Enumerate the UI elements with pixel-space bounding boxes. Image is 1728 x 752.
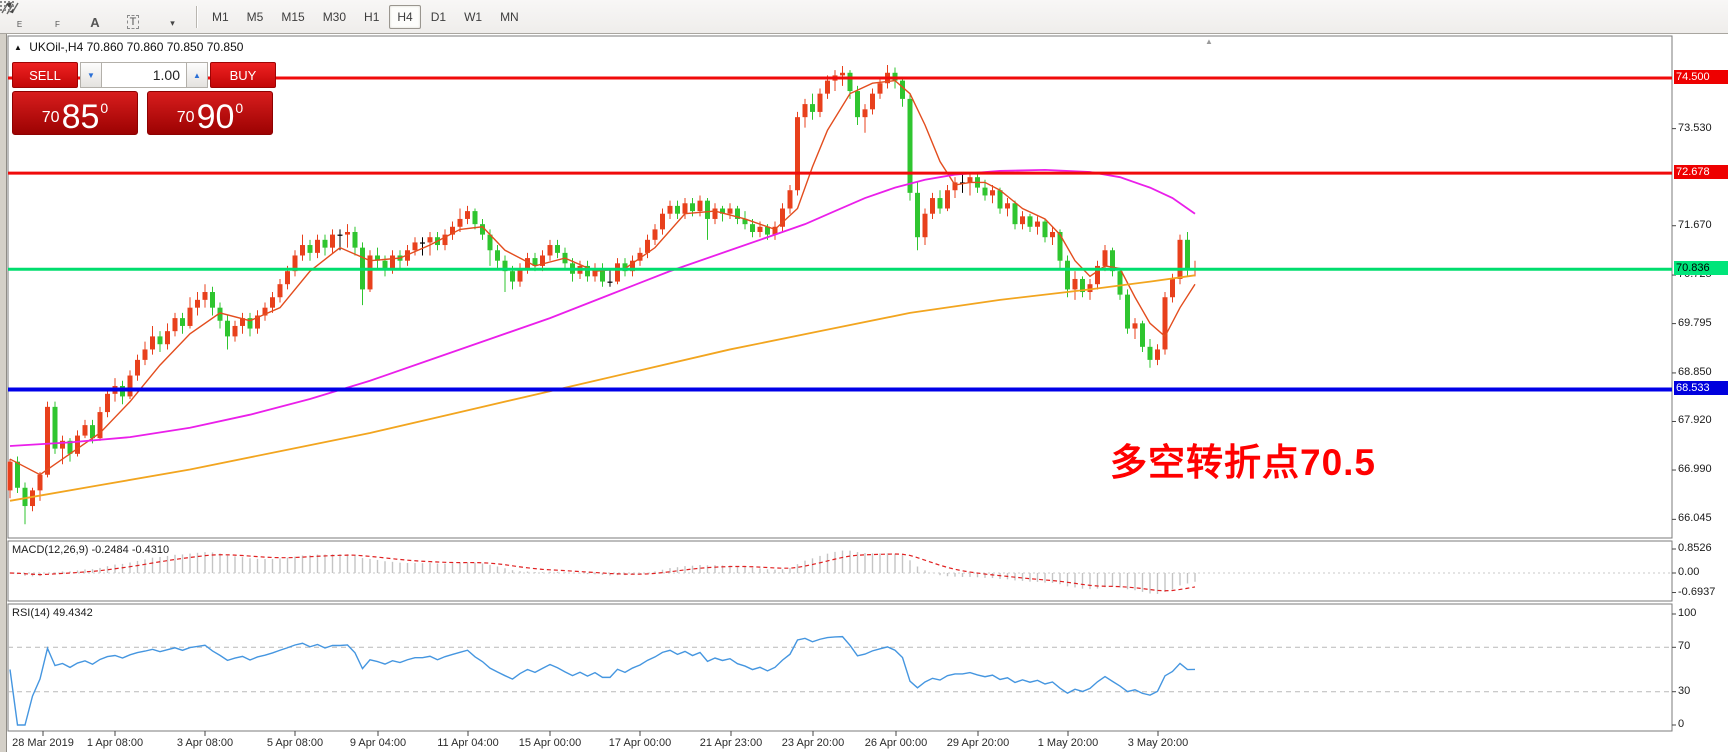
dropdown-caret-icon: ▾ <box>170 17 175 28</box>
window-left-edge <box>0 34 7 752</box>
price-level-badge: 70.836 <box>1674 261 1728 276</box>
time-axis-label: 26 Apr 00:00 <box>864 737 928 749</box>
timeframe-w1-button[interactable]: W1 <box>464 9 483 24</box>
ask-big-digits: 90 <box>196 98 235 136</box>
timeframe-m1-button[interactable]: M1 <box>212 9 229 24</box>
sell-button[interactable]: SELL <box>12 62 78 88</box>
time-axis-label: 5 Apr 08:00 <box>266 737 324 749</box>
toolbar-separator <box>196 5 197 28</box>
macd-label: MACD(12,26,9) -0.2484 -0.4310 <box>12 544 170 556</box>
symbol-label: UKOil-,H4 <box>29 40 84 54</box>
time-axis-label: 3 Apr 08:00 <box>176 737 234 749</box>
time-axis-label: 11 Apr 04:00 <box>437 737 499 749</box>
price-level-badge: 74.500 <box>1674 70 1728 84</box>
timeframe-h1-button[interactable]: H1 <box>364 9 380 24</box>
chart-header: ▲ UKOil-,H4 70.860 70.860 70.850 70.850 <box>14 40 243 54</box>
time-axis-label: 21 Apr 23:00 <box>699 737 763 749</box>
text-icon: T <box>126 14 140 29</box>
price-axis-label: 71.670 <box>1678 218 1712 231</box>
bid-big-digits: 85 <box>61 98 100 136</box>
timeframe-d1-button[interactable]: D1 <box>430 9 447 24</box>
bid-price-panel[interactable]: 70 85 0 <box>12 91 138 135</box>
ask-price-panel[interactable]: 70 90 0 <box>147 91 273 135</box>
ma-mid-line <box>9 168 1196 447</box>
price-axis-label: 67.920 <box>1678 414 1712 427</box>
rsi-label: RSI(14) 49.4342 <box>12 607 93 619</box>
cursor-tool-button[interactable]: ▾ <box>2 2 188 32</box>
price-axis-label: 66.990 <box>1678 463 1712 476</box>
time-axis-label: 17 Apr 00:00 <box>608 737 672 749</box>
price-axis-label: 68.850 <box>1678 365 1712 378</box>
time-axis-label: 23 Apr 20:00 <box>781 737 845 749</box>
rsi-axis-label: 100 <box>1678 607 1697 619</box>
rsi-axis-label: 30 <box>1678 684 1691 697</box>
price-axis-label: 69.795 <box>1678 316 1712 329</box>
ohlc-values: 70.860 70.860 70.850 70.850 <box>86 40 244 54</box>
toolbar: E F A T ▾ M1 M5 M15 M30 H1 H4 D1 W1 MN <box>0 0 1728 34</box>
label-icon: A <box>90 14 100 30</box>
timeframe-h4-button[interactable]: H4 <box>389 4 421 29</box>
timeframe-m30-button[interactable]: M30 <box>322 9 347 24</box>
time-axis-label: 3 May 20:00 <box>1127 737 1189 749</box>
price-axis-label: 66.045 <box>1678 512 1712 525</box>
timeframe-m5-button[interactable]: M5 <box>246 9 264 24</box>
time-axis-label: 9 Apr 04:00 <box>349 737 407 749</box>
volume-input[interactable] <box>102 62 186 88</box>
one-click-trading-panel: SELL ▼ ▲ BUY 70 85 0 70 90 0 <box>12 62 276 135</box>
macd-axis-label: 0.00 <box>1678 566 1700 578</box>
rsi-axis-label: 70 <box>1678 640 1691 653</box>
buy-button[interactable]: BUY <box>210 62 276 88</box>
time-axis-label: 1 May 20:00 <box>1037 737 1099 749</box>
time-axis-label: 15 Apr 00:00 <box>518 737 582 749</box>
volume-decrease-button[interactable]: ▼ <box>80 62 102 88</box>
volume-increase-button[interactable]: ▲ <box>186 62 208 88</box>
ask-sup-digit: 0 <box>235 100 244 116</box>
chart-text-annotation: 多空转折点70.5 <box>1110 442 1377 483</box>
rsi-axis-label: 0 <box>1678 718 1685 730</box>
ma-fast-line <box>9 79 1196 476</box>
price-level-badge: 68.533 <box>1674 381 1728 396</box>
ma-slow-line <box>9 274 1196 502</box>
toolbar-tools: E F A T ▾ <box>0 1 190 32</box>
timeframe-mn-button[interactable]: MN <box>500 9 519 24</box>
time-axis-label: 1 Apr 08:00 <box>86 737 144 749</box>
label-tool-button[interactable]: A <box>78 2 112 32</box>
collapse-icon[interactable]: ▲ <box>14 43 22 52</box>
timeframe-bar: M1 M5 M15 M30 H1 H4 D1 W1 MN <box>203 4 528 29</box>
text-tool-button[interactable]: T <box>116 2 150 32</box>
time-axis-label: 28 Mar 2019 <box>12 737 74 749</box>
price-level-badge: 72.678 <box>1674 165 1728 180</box>
timeframe-m15-button[interactable]: M15 <box>281 9 305 24</box>
price-axis-label: 73.530 <box>1678 121 1712 134</box>
macd-axis-label: 0.8526 <box>1678 541 1712 554</box>
macd-axis-label: -0.6937 <box>1678 585 1716 598</box>
ask-prefix: 70 <box>176 109 195 126</box>
time-axis-label: 29 Apr 20:00 <box>946 737 1010 749</box>
bid-prefix: 70 <box>41 109 60 126</box>
bid-sup-digit: 0 <box>100 100 109 116</box>
scroll-end-marker[interactable]: ▲ <box>1205 37 1213 46</box>
